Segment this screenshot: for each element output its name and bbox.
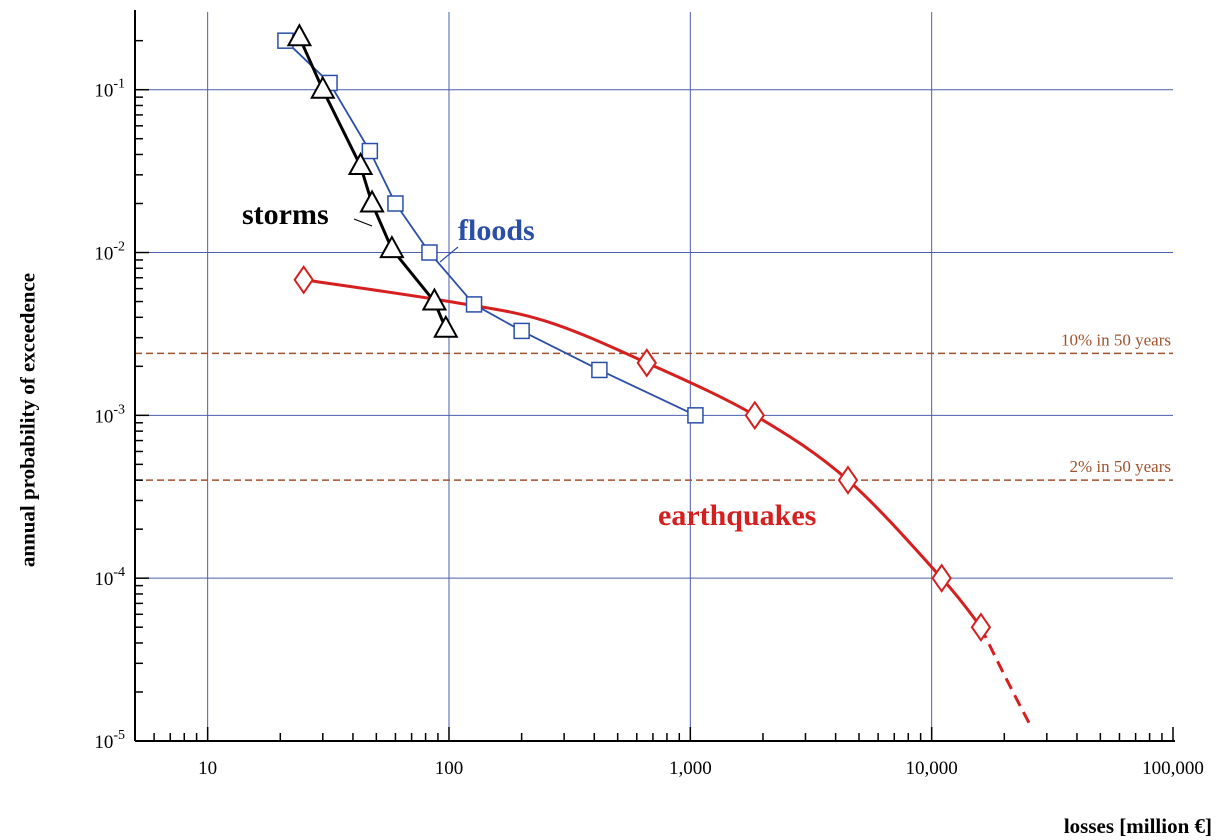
y-tick-label: 10-3	[94, 402, 125, 427]
data-point-triangle	[421, 287, 448, 311]
reference-line-label: 10% in 50 years	[1061, 330, 1171, 349]
data-point-diamond	[931, 563, 952, 593]
series-line-earthquakes	[303, 278, 983, 629]
series-earthquakes	[293, 265, 1034, 729]
data-point-diamond	[636, 348, 657, 378]
reference-lines: 10% in 50 years 2% in 50 years	[135, 330, 1173, 481]
x-axis-label: losses [million €]	[1063, 814, 1212, 838]
data-point-triangle	[379, 234, 405, 259]
data-point-triangle	[310, 75, 336, 99]
data-point-diamond	[970, 612, 992, 642]
axes: 10 100 1,000 10,000 100,000 10-5 10-4 10-3 10-2 1…	[94, 10, 1204, 779]
data-point-triangle	[347, 151, 374, 175]
series-labels: earthquakes floods storms	[242, 198, 816, 532]
label-leader-storms	[353, 218, 373, 227]
y-axis-label: annual probability of exceedence	[15, 272, 40, 568]
data-point-diamond	[837, 465, 859, 495]
data-point-triangle	[433, 314, 459, 338]
x-tick-label: 1,000	[669, 758, 712, 779]
x-tick-label: 10,000	[906, 758, 958, 779]
y-tick-label: 10-5	[94, 728, 125, 753]
reference-line-label: 2% in 50 years	[1069, 457, 1171, 476]
data-point-square	[513, 322, 530, 340]
y-tick-label: 10-2	[94, 240, 125, 265]
x-tick-label: 10	[198, 758, 217, 779]
data-point-square	[361, 142, 379, 160]
series-extension-earthquakes	[979, 626, 1034, 729]
data-point-triangle	[359, 189, 385, 213]
grid-lines	[135, 12, 1173, 741]
x-tick-label: 100,000	[1142, 758, 1204, 779]
series-storms	[286, 23, 459, 338]
x-tick-label: 100	[435, 758, 464, 779]
data-point-square	[591, 361, 608, 379]
series-label-earthquakes: earthquakes	[658, 499, 816, 532]
series-group	[277, 23, 1034, 729]
data-point-square	[387, 195, 404, 212]
y-tick-label: 10-1	[94, 77, 125, 102]
data-point-square	[465, 296, 483, 313]
series-label-floods: floods	[458, 214, 535, 247]
data-point-triangle	[286, 23, 313, 47]
data-point-square	[421, 244, 438, 261]
label-leader-floods	[439, 246, 459, 263]
series-label-storms: storms	[242, 198, 329, 231]
data-point-square	[687, 407, 704, 424]
data-point-diamond	[293, 265, 314, 295]
y-tick-label: 10-4	[94, 565, 125, 590]
data-point-diamond	[744, 400, 766, 431]
